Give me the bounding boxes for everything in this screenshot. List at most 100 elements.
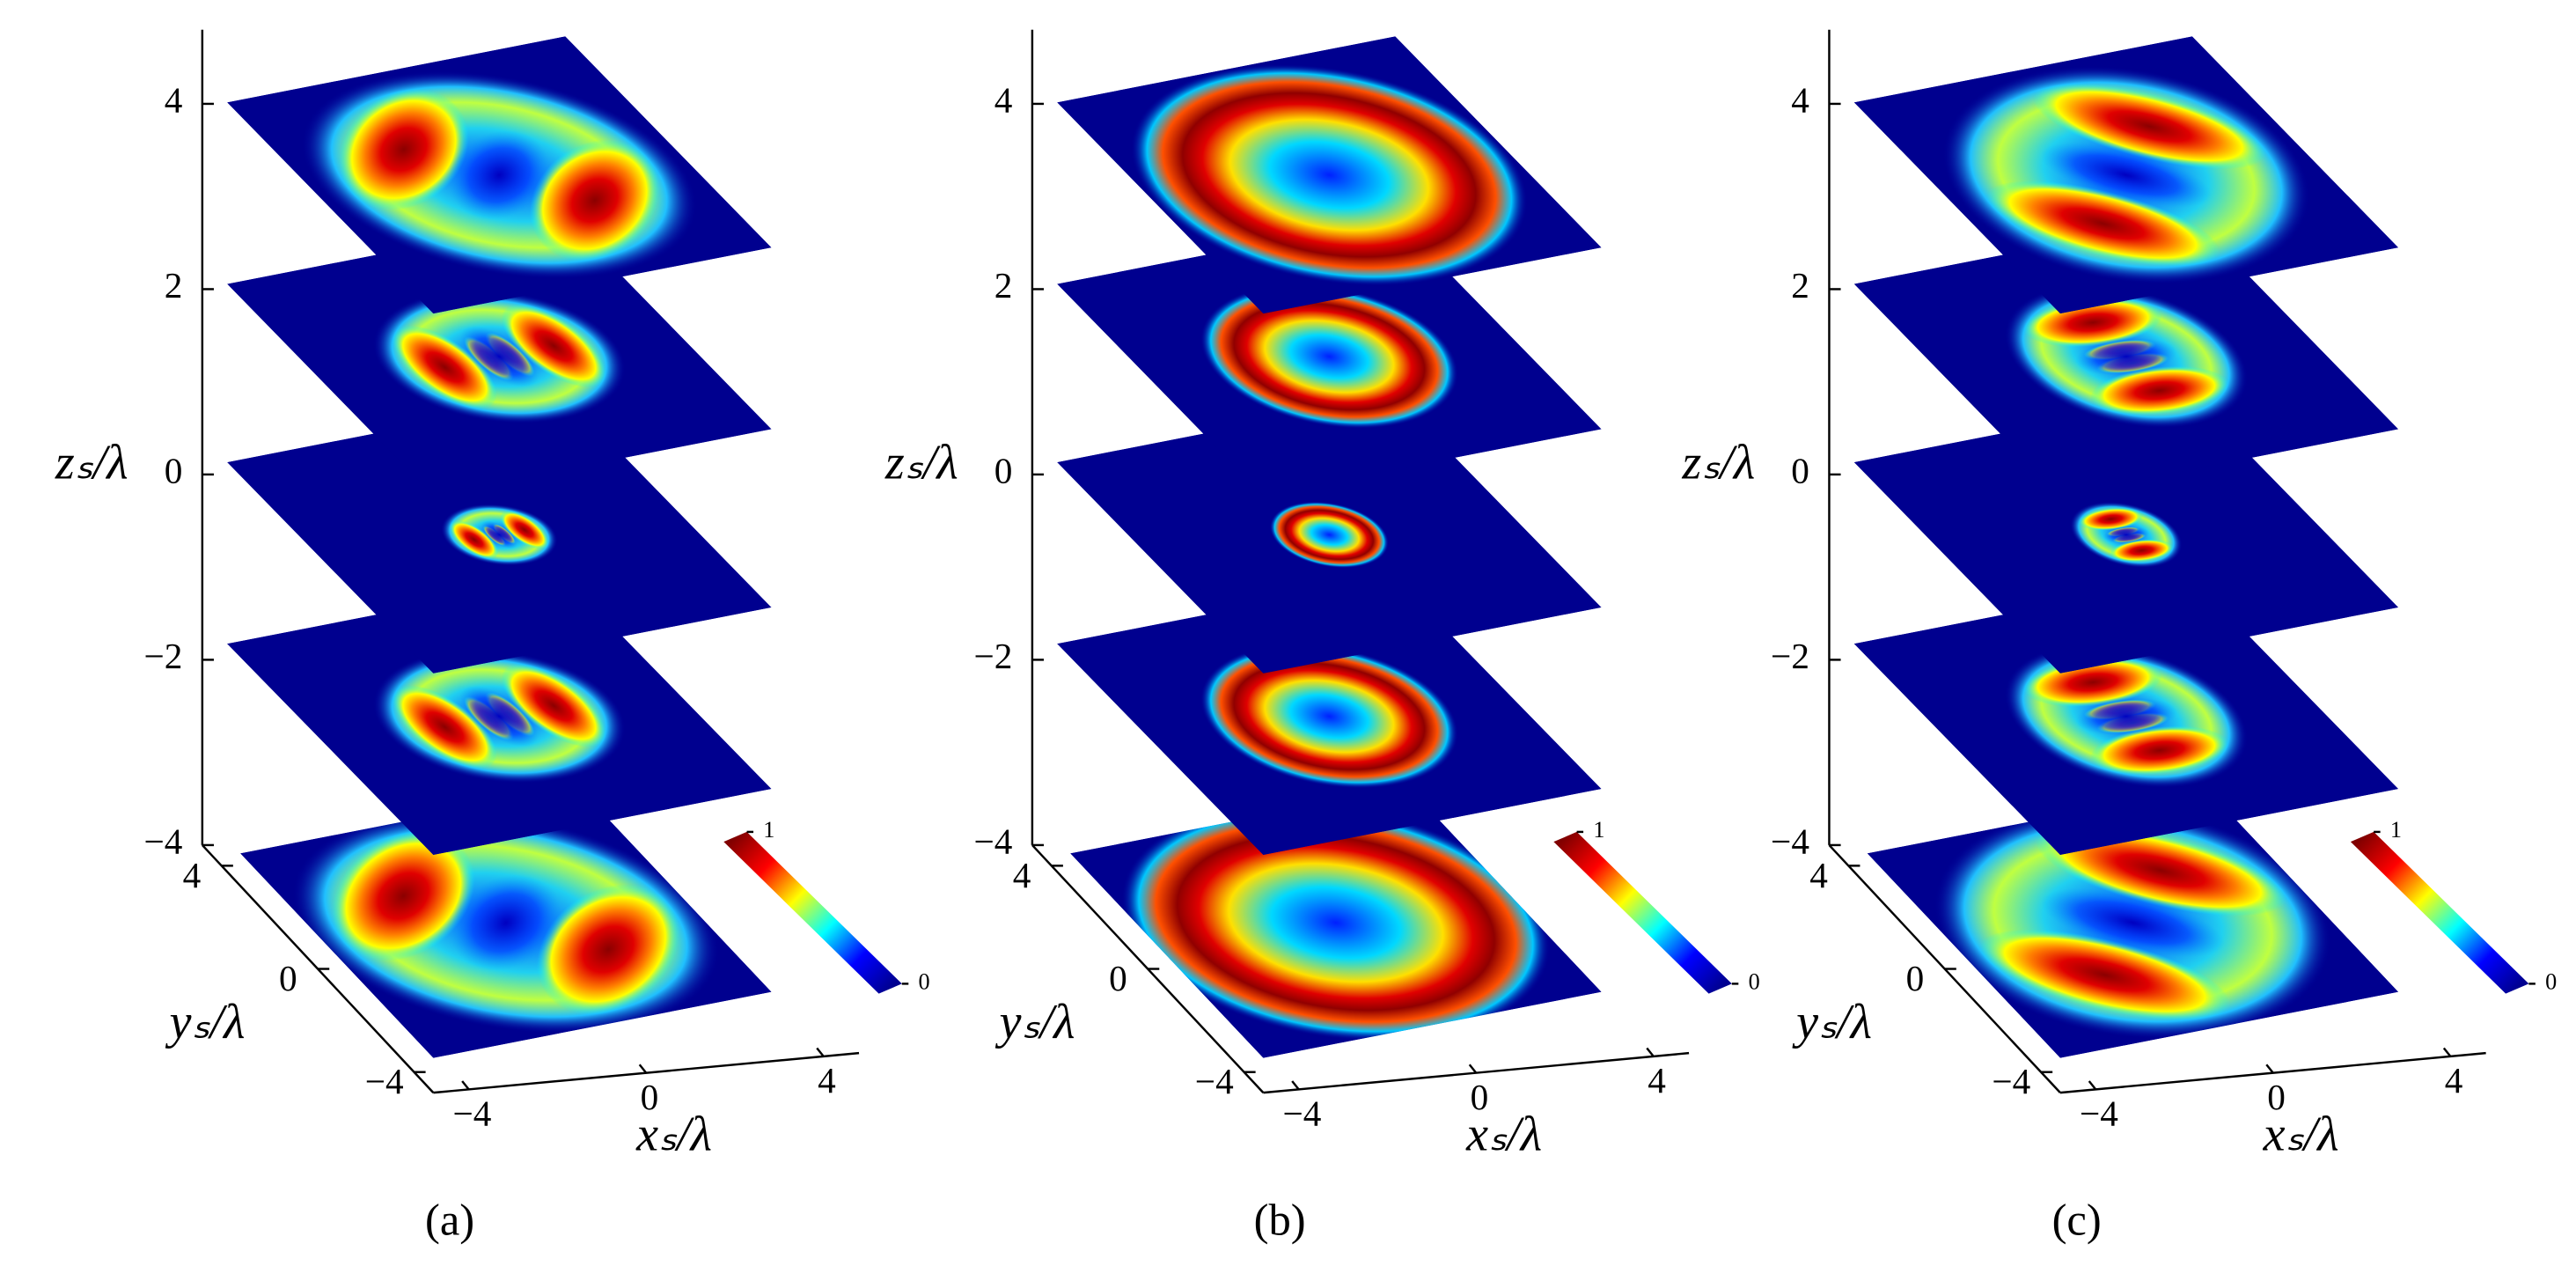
x-tick-label: 0 <box>641 1077 659 1117</box>
z-axis-label: zₛ/λ <box>884 435 958 489</box>
intensity-pattern <box>292 812 719 1034</box>
x-tick <box>1468 1064 1478 1074</box>
intensity-lobe <box>2032 83 2266 170</box>
intensity-slice <box>226 217 772 496</box>
intensity-slice <box>1853 36 2399 314</box>
intensity-slice <box>1057 36 1602 314</box>
intensity-pattern <box>2005 284 2248 429</box>
x-tick-label: 0 <box>1471 1077 1489 1117</box>
intensity-ring <box>1200 644 1458 789</box>
x-tick <box>1646 1047 1655 1057</box>
z-tick-label: 0 <box>994 450 1013 490</box>
colorbar-tick-label: 0 <box>1749 968 1760 994</box>
y-axis-label: yₛ/λ <box>995 995 1075 1049</box>
slice-content <box>1057 578 1602 856</box>
z-tick-label: −4 <box>1771 821 1809 861</box>
intensity-lobe <box>501 664 606 747</box>
intensity-hole <box>2103 526 2150 544</box>
slice-content <box>226 217 772 496</box>
y-tick-label: −4 <box>365 1061 404 1101</box>
slice-content <box>1057 217 1602 496</box>
intensity-slice <box>1070 787 1602 1058</box>
y-tick-label: 4 <box>1809 855 1828 895</box>
intensity-hole <box>459 685 539 747</box>
x-tick <box>638 1064 648 1074</box>
intensity-slice <box>1853 217 2399 496</box>
intensity-slice <box>1057 578 1602 856</box>
slice-content <box>1853 217 2399 496</box>
panel-caption: (a) <box>425 1196 474 1245</box>
z-tick-label: 4 <box>994 79 1013 120</box>
intensity-pattern <box>441 504 558 566</box>
x-tick-label: 4 <box>2445 1060 2463 1100</box>
intensity-lobe <box>2079 507 2143 531</box>
x-axis-label: xₛ/λ <box>1465 1108 1542 1162</box>
slice-content <box>1070 787 1602 1058</box>
slice-content <box>1853 395 2399 673</box>
colorbar-tick-label: 1 <box>2390 817 2402 843</box>
intensity-lobe <box>2090 365 2229 416</box>
x-tick-label: 4 <box>1648 1060 1666 1100</box>
y-tick-label: −4 <box>1195 1061 1234 1101</box>
intensity-slice <box>226 395 772 673</box>
intensity-lobe <box>500 511 549 549</box>
intensity-slice <box>239 787 772 1058</box>
slice-content <box>226 578 772 856</box>
intensity-lobe <box>450 520 499 559</box>
x-axis-label: xₛ/λ <box>635 1108 712 1162</box>
intensity-pattern <box>1934 806 2331 1040</box>
intensity-hole <box>2040 887 2225 958</box>
z-tick-label: −2 <box>974 636 1013 676</box>
colorbar <box>723 831 902 994</box>
intensity-slice <box>226 36 772 314</box>
intensity-hole <box>2074 337 2177 376</box>
colorbar-tick-label: 1 <box>763 817 774 843</box>
slice-content <box>239 787 772 1058</box>
y-tick-label: 0 <box>1109 958 1127 998</box>
x-tick <box>1291 1080 1300 1091</box>
x-tick-label: −4 <box>1282 1093 1321 1134</box>
z-tick-label: 2 <box>1791 265 1809 305</box>
intensity-hole <box>2040 142 2213 208</box>
slice-content <box>226 395 772 673</box>
intensity-slice <box>226 578 772 856</box>
slice-content <box>226 36 772 314</box>
y-tick-label: 4 <box>1013 855 1031 895</box>
x-tick <box>2442 1047 2452 1057</box>
y-tick-label: 4 <box>183 855 202 895</box>
x-tick <box>2088 1080 2097 1091</box>
slice-content <box>1057 395 1602 673</box>
intensity-lobe <box>1986 180 2220 267</box>
y-tick-label: 0 <box>1906 958 1925 998</box>
slice-content <box>1057 36 1602 314</box>
intensity-lobe <box>2110 539 2174 563</box>
intensity-hole <box>459 326 539 387</box>
z-tick-label: 0 <box>165 450 183 490</box>
intensity-ring <box>1200 284 1458 429</box>
intensity-lobe <box>530 139 660 261</box>
z-tick-label: 2 <box>165 265 183 305</box>
y-axis-label: yₛ/λ <box>1792 995 1872 1049</box>
colorbar <box>1553 831 1732 994</box>
z-tick-label: 0 <box>1791 450 1809 490</box>
z-tick-label: −2 <box>143 636 182 676</box>
intensity-pattern <box>1942 66 2310 284</box>
slice-content <box>1867 787 2399 1058</box>
x-tick-label: −4 <box>452 1093 491 1134</box>
colorbar <box>2350 831 2529 994</box>
y-tick-label: 0 <box>279 958 297 998</box>
intensity-lobe <box>392 685 497 769</box>
intensity-hole <box>2074 697 2177 736</box>
intensity-pattern <box>373 290 626 423</box>
panel-caption: (b) <box>1254 1196 1306 1245</box>
intensity-lobe <box>392 325 497 409</box>
z-axis-label: zₛ/λ <box>55 435 128 489</box>
colorbar-tick-label: 0 <box>2545 968 2557 994</box>
z-tick-label: 4 <box>1791 79 1809 120</box>
x-tick <box>2265 1064 2274 1074</box>
intensity-lobe <box>339 88 469 210</box>
intensity-slice <box>1057 217 1602 496</box>
intensity-lobe <box>1979 929 2230 1021</box>
